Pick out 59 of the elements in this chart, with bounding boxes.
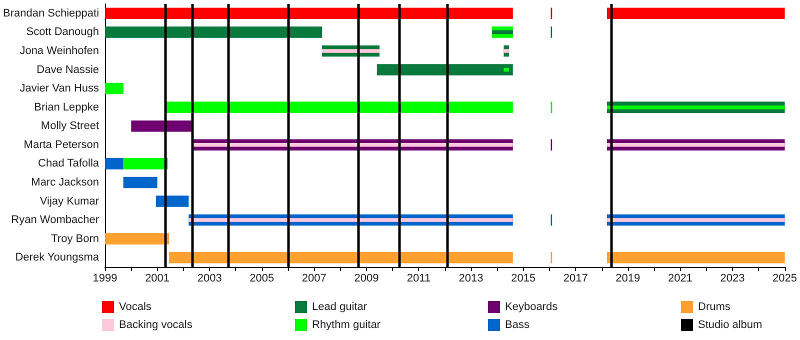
bar [131, 120, 193, 132]
bar [192, 143, 513, 147]
legend-label: Keyboards [505, 301, 558, 313]
bar [606, 105, 785, 110]
bar [504, 49, 509, 53]
bar [105, 158, 124, 170]
bar [105, 82, 124, 94]
y-tick-label: Marta Peterson [24, 138, 100, 151]
x-tick-label: 2023 [720, 272, 745, 284]
bar [188, 218, 513, 222]
bar [105, 26, 322, 38]
bar [105, 233, 170, 244]
y-tick-label: Derek Youngsma [15, 252, 100, 264]
y-tick-label: Jona Weinhofen [20, 44, 100, 57]
bar [504, 68, 509, 72]
bar [606, 143, 785, 147]
y-tick-label: Chad Tafolla [38, 158, 100, 170]
bar [376, 64, 513, 76]
legend-label: Drums [698, 301, 731, 313]
bar [166, 102, 513, 113]
legend-label: Vocals [119, 301, 152, 313]
legend-label: Rhythm guitar [312, 319, 381, 331]
x-tick-label: 2003 [197, 272, 222, 284]
x-tick-label: 2005 [250, 272, 274, 284]
y-tick-label: Ryan Wombacher [11, 214, 100, 226]
x-tick-label: 2007 [302, 272, 326, 284]
x-tick-label: 2025 [772, 272, 798, 284]
x-tick-label: 1999 [92, 272, 118, 284]
y-tick-label: Molly Street [40, 120, 100, 132]
y-tick-label: Brian Leppke [34, 101, 100, 114]
legend-label: Bass [505, 319, 530, 331]
x-tick-label: 2017 [563, 272, 588, 284]
legend-label: Backing vocals [119, 319, 193, 331]
x-tick-label: 2009 [354, 272, 379, 284]
bar [606, 218, 785, 222]
y-tick-label: Brandan Schieppati [3, 7, 100, 20]
y-tick-label: Troy Born [51, 232, 100, 245]
y-tick-label: Dave Nassie [36, 64, 100, 76]
y-tick-label: Scott Danough [26, 26, 100, 38]
bar [123, 158, 168, 170]
bar [156, 196, 189, 207]
x-tick-label: 2021 [668, 272, 692, 284]
legend-label: Lead guitar [312, 301, 368, 313]
x-tick-label: 2013 [458, 272, 484, 284]
x-tick-label: 2001 [145, 272, 170, 284]
bar [606, 8, 785, 20]
y-tick-label: Marc Jackson [31, 176, 100, 188]
bar [123, 176, 158, 188]
legend-label: Studio album [698, 319, 762, 331]
bar [105, 8, 513, 20]
bar [169, 252, 513, 264]
x-tick-label: 2019 [616, 272, 640, 284]
x-tick-label: 2011 [406, 272, 431, 284]
bar [606, 252, 785, 264]
bar [492, 30, 513, 34]
y-tick-label: Vijay Kumar [40, 195, 100, 208]
y-tick-label: Javier Van Huss [20, 82, 100, 95]
x-tick-label: 2015 [511, 272, 536, 284]
bar [322, 49, 380, 53]
